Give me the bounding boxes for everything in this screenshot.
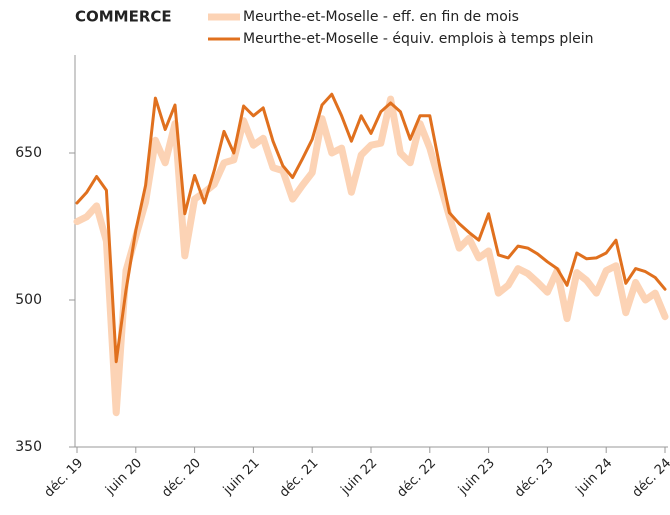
x-tick-label: juin 24 xyxy=(573,456,616,499)
x-tick-label: déc. 20 xyxy=(159,456,204,501)
chart-title: COMMERCE xyxy=(75,8,172,26)
y-tick-label: 500 xyxy=(15,292,42,308)
x-tick-label: déc. 21 xyxy=(277,456,322,501)
x-tick-label: juin 21 xyxy=(220,456,263,499)
legend-label: Meurthe-et-Moselle - équiv. emplois à te… xyxy=(243,31,594,47)
x-tick-label: juin 22 xyxy=(338,456,381,499)
y-tick-label: 350 xyxy=(15,439,42,455)
x-tick-label: déc. 19 xyxy=(42,456,87,501)
series-line xyxy=(73,95,669,417)
x-tick-label: juin 20 xyxy=(102,456,145,499)
series-line xyxy=(75,92,667,364)
x-tick-label: juin 23 xyxy=(455,456,498,499)
x-tick-label: déc. 24 xyxy=(630,456,670,501)
x-tick-label: déc. 23 xyxy=(512,456,557,501)
legend-label: Meurthe-et-Moselle - eff. en fin de mois xyxy=(243,9,519,25)
x-tick-label: déc. 22 xyxy=(394,456,439,501)
y-tick-label: 650 xyxy=(15,145,42,161)
